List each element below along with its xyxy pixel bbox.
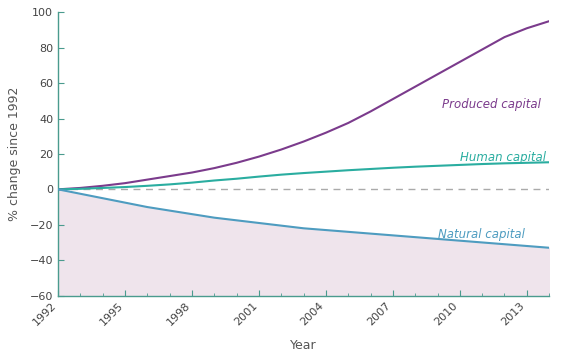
- Y-axis label: % change since 1992: % change since 1992: [8, 87, 21, 221]
- Text: Produced capital: Produced capital: [442, 98, 541, 111]
- Text: Human capital: Human capital: [460, 151, 546, 164]
- X-axis label: Year: Year: [290, 339, 317, 352]
- Text: Natural capital: Natural capital: [438, 228, 525, 241]
